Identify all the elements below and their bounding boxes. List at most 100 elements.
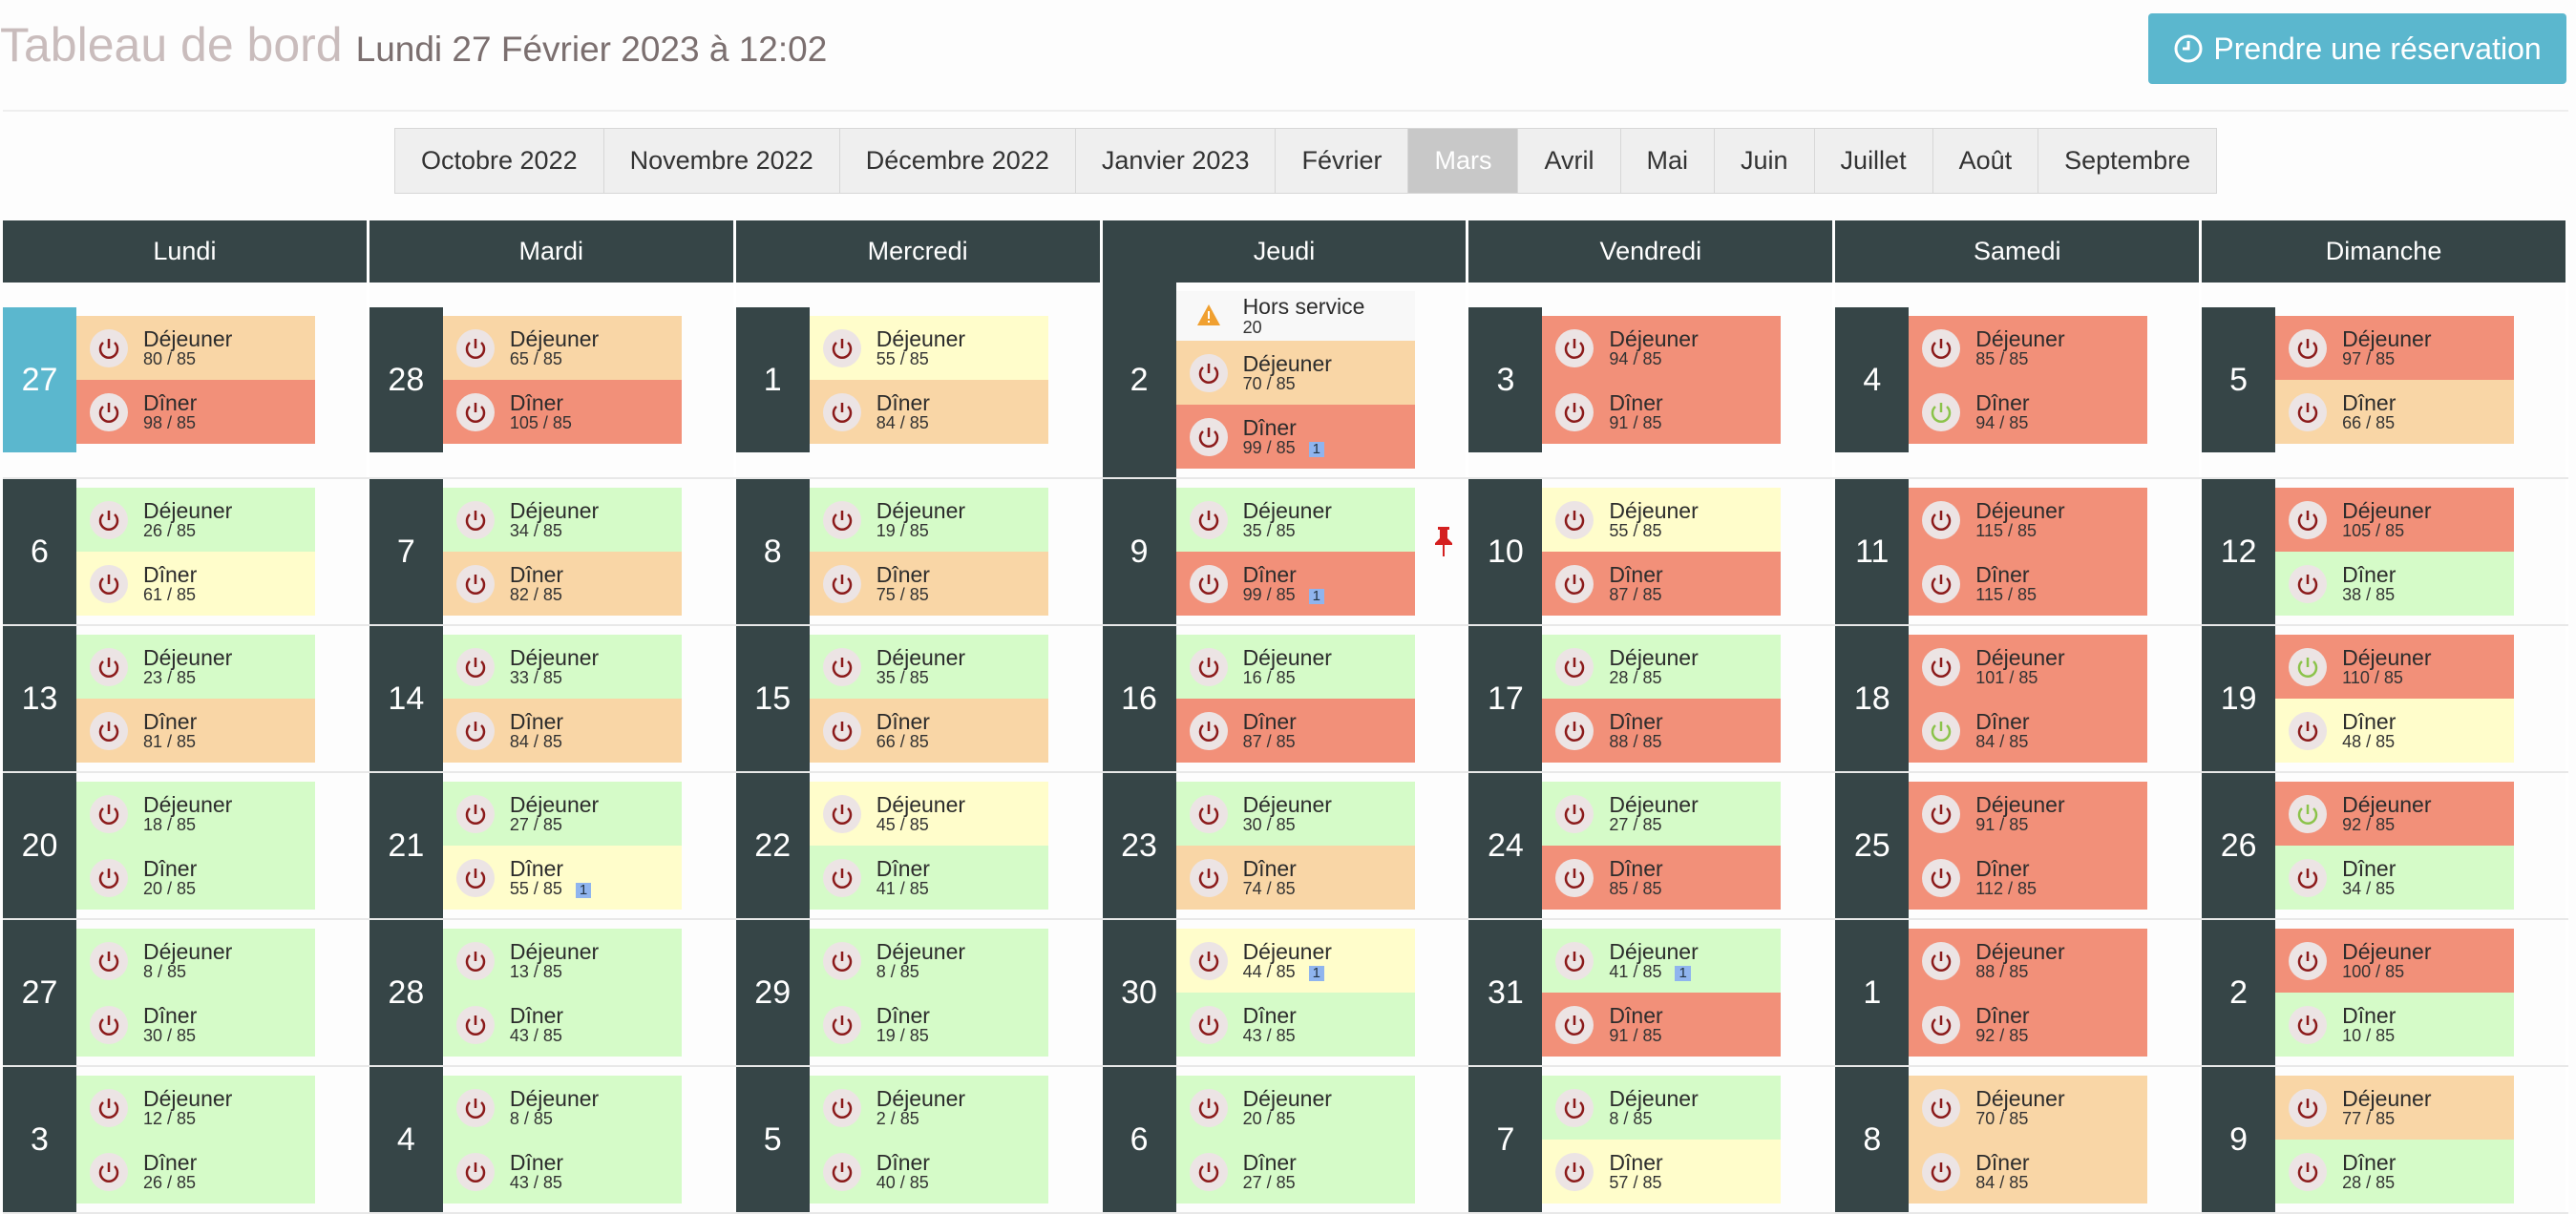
meal-slot[interactable]: Dîner 84 / 85 (442, 699, 682, 763)
meal-slot[interactable]: Déjeuner 33 / 85 (442, 635, 682, 699)
meal-slot[interactable]: Dîner 43 / 85 (442, 993, 682, 1057)
meal-text: Dîner 57 / 85 (1609, 1151, 1662, 1192)
meal-slot[interactable]: Déjeuner 77 / 85 (2275, 1076, 2515, 1140)
meal-slot[interactable]: Déjeuner 28 / 85 (1542, 635, 1782, 699)
meal-slot[interactable]: Déjeuner 70 / 85 (1909, 1076, 2148, 1140)
meal-slot[interactable]: Dîner 20 / 85 (76, 846, 315, 910)
month-tab[interactable]: Juillet (1815, 129, 1933, 193)
meal-slot[interactable]: Dîner 99 / 85 1 (1175, 552, 1415, 616)
meal-slot[interactable]: Dîner 75 / 85 (809, 552, 1048, 616)
meal-slot[interactable]: Déjeuner 19 / 85 (809, 488, 1048, 552)
meal-slot[interactable]: Déjeuner 35 / 85 (1175, 488, 1415, 552)
meal-slot[interactable]: Dîner 40 / 85 (809, 1140, 1048, 1204)
meal-slot[interactable]: Déjeuner 18 / 85 (76, 782, 315, 846)
month-tab[interactable]: Avril (1518, 129, 1621, 193)
meal-slot[interactable]: Déjeuner 41 / 85 1 (1542, 929, 1782, 993)
meal-slot[interactable]: Déjeuner 65 / 85 (442, 316, 682, 380)
month-tab[interactable]: Novembre 2022 (604, 129, 840, 193)
meal-slot[interactable]: Déjeuner 26 / 85 (76, 488, 315, 552)
meal-slot[interactable]: Dîner 34 / 85 (2275, 846, 2515, 910)
meal-slot[interactable]: Déjeuner 23 / 85 (76, 635, 315, 699)
meal-slot[interactable]: Dîner 19 / 85 (809, 993, 1048, 1057)
meal-slot[interactable]: Déjeuner 55 / 85 (1542, 488, 1782, 552)
meal-slot[interactable]: Dîner 26 / 85 (76, 1140, 315, 1204)
meal-slot[interactable]: Déjeuner 94 / 85 (1542, 316, 1782, 380)
meal-slot[interactable]: Dîner 28 / 85 (2275, 1140, 2515, 1204)
month-tab[interactable]: Janvier 2023 (1076, 129, 1277, 193)
meal-slot[interactable]: Dîner 43 / 85 (442, 1140, 682, 1204)
meal-slot[interactable]: Dîner 55 / 85 1 (442, 846, 682, 910)
meal-slot[interactable]: Dîner 88 / 85 (1542, 699, 1782, 763)
month-tab[interactable]: Août (1933, 129, 2039, 193)
month-tab[interactable]: Mai (1621, 129, 1716, 193)
meal-slot[interactable]: Dîner 91 / 85 (1542, 380, 1782, 444)
meal-slot[interactable]: Déjeuner 44 / 85 1 (1175, 929, 1415, 993)
meal-slot[interactable]: Dîner 84 / 85 (809, 380, 1048, 444)
month-tab[interactable]: Décembre 2022 (840, 129, 1076, 193)
meal-slot[interactable]: Déjeuner 80 / 85 (76, 316, 315, 380)
meal-slot[interactable]: Dîner 99 / 85 1 (1175, 405, 1415, 469)
meal-slot[interactable]: Dîner 41 / 85 (809, 846, 1048, 910)
meal-slot[interactable]: Déjeuner 27 / 85 (1542, 782, 1782, 846)
meal-slot[interactable]: Déjeuner 92 / 85 (2275, 782, 2515, 846)
month-tab[interactable]: Juin (1715, 129, 1815, 193)
meal-slot[interactable]: Déjeuner 34 / 85 (442, 488, 682, 552)
meal-slot[interactable]: Déjeuner 8 / 85 (809, 929, 1048, 993)
meal-slot[interactable]: Dîner 57 / 85 (1542, 1140, 1782, 1204)
meal-slot[interactable]: Dîner 87 / 85 (1542, 552, 1782, 616)
meal-slot[interactable]: Déjeuner 20 / 85 (1175, 1076, 1415, 1140)
meal-slot[interactable]: Dîner 38 / 85 (2275, 552, 2515, 616)
meal-slot[interactable]: Déjeuner 35 / 85 (809, 635, 1048, 699)
month-tab[interactable]: Septembre (2064, 146, 2191, 175)
meal-slot[interactable]: Dîner 84 / 85 (1909, 699, 2148, 763)
meal-slot[interactable]: Déjeuner 16 / 85 (1175, 635, 1415, 699)
meal-slot[interactable]: Déjeuner 45 / 85 (809, 782, 1048, 846)
meal-slot[interactable]: Déjeuner 8 / 85 (1542, 1076, 1782, 1140)
meal-slot[interactable]: Dîner 115 / 85 (1909, 552, 2148, 616)
meal-slot[interactable]: Dîner 66 / 85 (809, 699, 1048, 763)
meal-slot[interactable]: Dîner 48 / 85 (2275, 699, 2515, 763)
meal-slot[interactable]: Dîner 74 / 85 (1175, 846, 1415, 910)
meal-slot[interactable]: Déjeuner 8 / 85 (76, 929, 315, 993)
meal-slot[interactable]: Déjeuner 27 / 85 (442, 782, 682, 846)
meal-slot[interactable]: Dîner 10 / 85 (2275, 993, 2515, 1057)
meal-slot[interactable]: Dîner 27 / 85 (1175, 1140, 1415, 1204)
meal-slot[interactable]: Déjeuner 8 / 85 (442, 1076, 682, 1140)
meal-slot[interactable]: Dîner 30 / 85 (76, 993, 315, 1057)
meal-name: Dîner (1609, 855, 1663, 881)
meal-slot[interactable]: Dîner 82 / 85 (442, 552, 682, 616)
meal-slot[interactable]: Déjeuner 13 / 85 (442, 929, 682, 993)
meal-slot[interactable]: Dîner 43 / 85 (1175, 993, 1415, 1057)
meal-slot[interactable]: Dîner 94 / 85 (1909, 380, 2148, 444)
meal-slot[interactable]: Déjeuner 97 / 85 (2275, 316, 2515, 380)
meal-slot[interactable]: Dîner 92 / 85 (1909, 993, 2148, 1057)
meal-slot[interactable]: Déjeuner 85 / 85 (1909, 316, 2148, 380)
month-tab[interactable]: Mars (1408, 129, 1519, 193)
meal-slot[interactable]: Dîner 87 / 85 (1175, 699, 1415, 763)
meal-slot[interactable]: Déjeuner 30 / 85 (1175, 782, 1415, 846)
meal-slot[interactable]: Dîner 112 / 85 (1909, 846, 2148, 910)
meal-slot[interactable]: Déjeuner 55 / 85 (809, 316, 1048, 380)
meal-slot[interactable]: Déjeuner 12 / 85 (76, 1076, 315, 1140)
month-tab[interactable]: Octobre 2022 (395, 129, 604, 193)
meal-slot[interactable]: Déjeuner 105 / 85 (2275, 488, 2515, 552)
meal-slot[interactable]: Dîner 105 / 85 (442, 380, 682, 444)
meal-slot[interactable]: Dîner 98 / 85 (76, 380, 315, 444)
meal-slot[interactable]: Dîner 85 / 85 (1542, 846, 1782, 910)
meal-slot[interactable]: Dîner 84 / 85 (1909, 1140, 2148, 1204)
meal-slot[interactable]: Déjeuner 115 / 85 (1909, 488, 2148, 552)
meal-slot[interactable]: Déjeuner 101 / 85 (1909, 635, 2148, 699)
reservation-button[interactable]: Prendre une réservation (2148, 13, 2566, 84)
meal-slot[interactable]: Déjeuner 91 / 85 (1909, 782, 2148, 846)
meal-slot[interactable]: Dîner 91 / 85 (1542, 993, 1782, 1057)
meal-slot[interactable]: Déjeuner 88 / 85 (1909, 929, 2148, 993)
meal-slot[interactable]: Déjeuner 70 / 85 (1175, 341, 1415, 405)
meal-slot[interactable]: Déjeuner 110 / 85 (2275, 635, 2515, 699)
meal-slot[interactable]: Dîner 61 / 85 (76, 552, 315, 616)
meal-slot[interactable]: Dîner 66 / 85 (2275, 380, 2515, 444)
meal-slot[interactable]: Hors service 20 (1175, 291, 1415, 341)
month-tab[interactable]: Février (1276, 129, 1409, 193)
meal-slot[interactable]: Dîner 81 / 85 (76, 699, 315, 763)
meal-slot[interactable]: Déjeuner 100 / 85 (2275, 929, 2515, 993)
meal-slot[interactable]: Déjeuner 2 / 85 (809, 1076, 1048, 1140)
